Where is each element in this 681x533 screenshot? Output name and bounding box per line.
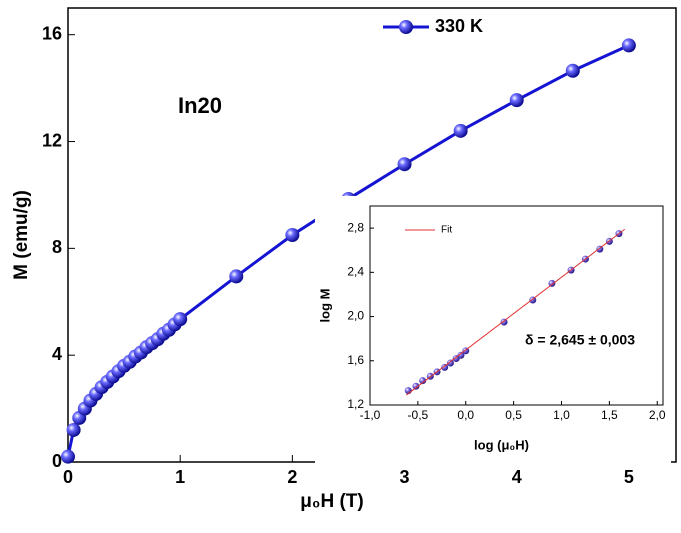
y-tick-label: 12 (42, 130, 62, 150)
x-tick-label: 1,5 (601, 408, 618, 422)
data-point (229, 269, 244, 284)
x-tick-label: 0,0 (457, 408, 474, 422)
x-tick-label: 5 (624, 467, 634, 487)
data-point (173, 312, 188, 327)
data-point (66, 422, 81, 437)
x-axis-label: μ₀H (T) (300, 491, 363, 512)
y-tick-label: 1,2 (347, 397, 364, 411)
x-tick-label: -1,0 (360, 408, 381, 422)
data-point (621, 38, 636, 53)
data-point (412, 382, 420, 390)
y-tick-label: 2,4 (347, 265, 364, 279)
y-axis-label: log M (317, 289, 332, 323)
x-tick-label: 0 (63, 467, 73, 487)
data-point (446, 359, 454, 367)
x-tick-label: 0,5 (505, 408, 522, 422)
data-point (453, 123, 468, 138)
y-tick-label: 2,8 (347, 220, 364, 234)
x-axis-label: log (μ₀H) (474, 437, 529, 452)
y-tick-label: 8 (52, 237, 62, 257)
data-point (419, 377, 427, 385)
x-tick-label: 3 (400, 467, 410, 487)
y-tick-label: 0 (52, 451, 62, 471)
annotation: In20 (178, 93, 222, 118)
data-point (397, 157, 412, 172)
series-line (406, 228, 626, 396)
data-point (565, 63, 580, 78)
x-tick-label: -0,5 (408, 408, 429, 422)
plot-frame (369, 205, 664, 406)
data-point (457, 351, 465, 359)
x-tick-label: 2 (287, 467, 297, 487)
y-tick-label: 16 (42, 23, 62, 43)
data-point (285, 228, 300, 242)
legend-label: 330 K (435, 16, 483, 36)
data-point (441, 363, 449, 371)
x-tick-label: 4 (512, 467, 522, 487)
x-tick-label: 1 (175, 467, 185, 487)
data-point (500, 318, 508, 326)
y-axis-label: M (emu/g) (11, 190, 32, 280)
data-point (548, 279, 556, 287)
y-tick-label: 1,6 (347, 353, 364, 367)
data-point (509, 93, 524, 108)
annotation: δ = 2,645 ± 0,003 (525, 332, 635, 348)
x-tick-label: 1,0 (553, 408, 570, 422)
data-point (61, 449, 75, 464)
y-tick-label: 2,0 (347, 309, 364, 323)
x-tick-label: 2,0 (649, 408, 666, 422)
legend-label: Fit (441, 225, 452, 236)
y-tick-label: 4 (52, 344, 62, 364)
legend-marker (399, 20, 413, 34)
